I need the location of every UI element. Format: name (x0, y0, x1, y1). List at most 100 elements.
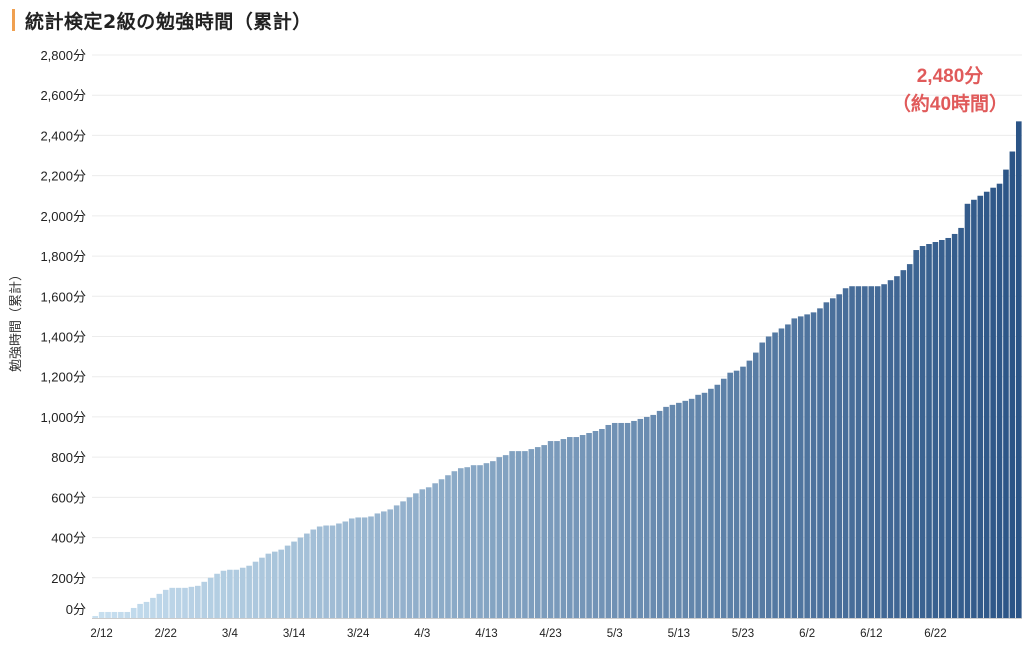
bar (849, 286, 855, 618)
bar (958, 227, 964, 619)
bar (611, 422, 618, 618)
bar (304, 533, 310, 618)
y-tick-label: 0分 (66, 602, 86, 617)
bar (291, 541, 297, 618)
bar (477, 465, 483, 618)
bar (631, 420, 637, 618)
bar (926, 244, 932, 618)
x-axis-ticks: 2/12 2/22 3/4 3/14 3/24 4/3 4/13 4/23 5/3 5/13 5/2… (90, 628, 946, 640)
bar (143, 601, 150, 618)
bar (1003, 169, 1009, 619)
bar (502, 455, 509, 618)
bar (156, 593, 163, 618)
bar (836, 294, 843, 618)
bar (765, 336, 772, 618)
bar (939, 239, 945, 619)
bar (855, 286, 862, 618)
bar (874, 286, 881, 618)
y-axis-ticks: 0分 200分 400分 600分 800分 1,000分 1,200分 1,400分 1,60… (40, 48, 86, 617)
bar (368, 516, 374, 618)
bar (464, 467, 471, 618)
bar (246, 565, 252, 618)
bar (977, 195, 984, 618)
bar (983, 191, 990, 619)
bar (438, 479, 445, 618)
bar (906, 264, 913, 618)
bar (374, 513, 381, 618)
bar (605, 424, 612, 618)
bar (406, 497, 413, 618)
bar (111, 611, 118, 618)
bar (599, 428, 605, 618)
bar (162, 589, 169, 618)
bar (490, 461, 496, 618)
bar (470, 465, 477, 618)
bar (868, 286, 875, 618)
x-tick-label: 6/12 (860, 628, 882, 640)
x-tick-label: 4/3 (414, 628, 430, 640)
bar (509, 451, 515, 618)
y-tick-label: 1,000分 (40, 410, 86, 425)
y-tick-label: 2,600分 (40, 88, 86, 103)
bar (862, 286, 868, 618)
bar (913, 250, 919, 619)
bar (130, 607, 137, 618)
bar (419, 489, 426, 618)
bar (1015, 121, 1022, 618)
bar (643, 416, 650, 618)
bar (284, 545, 291, 618)
y-tick-label: 1,600分 (40, 289, 86, 304)
bar (214, 573, 220, 618)
bar (265, 553, 272, 618)
bar (810, 312, 817, 618)
x-tick-label: 3/4 (222, 628, 239, 640)
bar (92, 615, 99, 618)
bar (573, 437, 580, 618)
bar (996, 183, 1003, 618)
bar (951, 233, 958, 618)
bar (451, 471, 458, 618)
bar (733, 370, 740, 618)
bar (182, 587, 188, 618)
bar (445, 475, 451, 618)
bar (259, 557, 265, 618)
bar (271, 551, 278, 618)
bar (393, 505, 400, 618)
bar (541, 445, 547, 618)
bar (746, 360, 753, 618)
bar (137, 603, 143, 618)
y-tick-label: 1,400分 (40, 330, 86, 345)
bar (98, 611, 105, 618)
y-tick-label: 200分 (51, 571, 86, 586)
bar (150, 597, 156, 618)
bar (740, 366, 746, 618)
x-tick-label: 2/22 (155, 628, 177, 640)
bar (483, 463, 490, 618)
bar (252, 561, 259, 618)
bar (297, 537, 304, 618)
bar (797, 316, 804, 618)
bar (772, 332, 778, 618)
bar (233, 569, 240, 618)
bar (676, 402, 682, 618)
bar (239, 567, 246, 618)
bar (316, 526, 323, 618)
bar (361, 517, 368, 618)
bar (547, 441, 554, 618)
y-tick-label: 1,200分 (40, 370, 86, 385)
bar (919, 246, 926, 618)
bar (624, 422, 631, 618)
bar (900, 270, 907, 618)
bar (714, 384, 721, 618)
title-accent-bar (12, 9, 15, 31)
bar (695, 394, 701, 618)
bar (195, 585, 201, 618)
x-tick-label: 3/24 (347, 628, 370, 640)
y-tick-label: 2,800分 (40, 48, 86, 63)
y-tick-label: 1,800分 (40, 249, 86, 264)
bar (708, 388, 714, 618)
bar (310, 529, 317, 618)
bars (92, 121, 1022, 619)
bar (894, 276, 900, 618)
x-tick-label: 2/12 (90, 628, 112, 640)
